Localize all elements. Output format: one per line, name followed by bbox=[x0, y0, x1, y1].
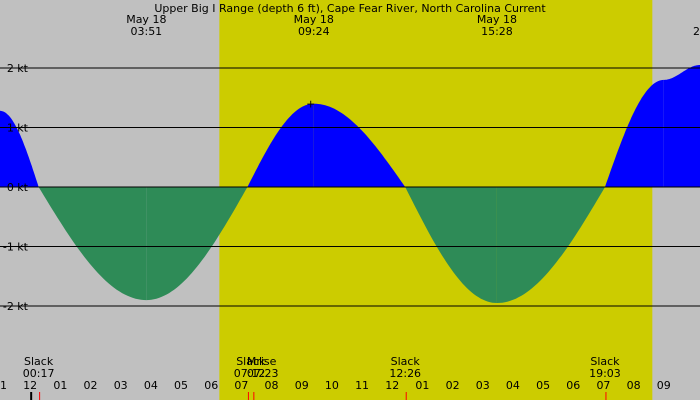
top-event-time: 03:51 bbox=[130, 25, 162, 38]
x-hour-label: 06 bbox=[204, 379, 218, 392]
y-gridlines bbox=[0, 67, 700, 307]
y-tick-label: 1 kt bbox=[7, 122, 29, 135]
x-hour-label: 07 bbox=[234, 379, 248, 392]
x-hour-label: 09 bbox=[295, 379, 309, 392]
bottom-event-time: 07:23 bbox=[247, 367, 279, 380]
x-hour-label: 02 bbox=[84, 379, 98, 392]
event-markers bbox=[30, 392, 607, 400]
x-hour-label: 07 bbox=[596, 379, 610, 392]
bottom-event-name: Mrise bbox=[247, 355, 277, 368]
x-hour-label: 12 bbox=[385, 379, 399, 392]
current-areas bbox=[0, 65, 700, 303]
x-hour-label: 02 bbox=[446, 379, 460, 392]
bottom-event-labels: Slack00:17Slack07:12Mrise07:23Slack12:26… bbox=[23, 355, 621, 380]
x-hour-label: 04 bbox=[144, 379, 158, 392]
top-event-date: May 18 bbox=[294, 13, 334, 26]
top-event-date: May 18 bbox=[477, 13, 517, 26]
x-hour-label: 03 bbox=[476, 379, 490, 392]
ebb-area bbox=[496, 187, 605, 303]
x-hour-label: 01 bbox=[415, 379, 429, 392]
y-tick-labels: 2 kt 1 kt 0 kt -1 kt -2 kt bbox=[3, 62, 29, 313]
bottom-event-time: 12:26 bbox=[389, 367, 421, 380]
flood-area bbox=[313, 103, 406, 187]
ebb-area bbox=[146, 187, 248, 301]
x-hour-label: 10 bbox=[325, 379, 339, 392]
ebb-area bbox=[405, 187, 497, 303]
flood-area bbox=[605, 79, 664, 187]
x-hour-label: 11 bbox=[355, 379, 369, 392]
bottom-event-time: 19:03 bbox=[589, 367, 621, 380]
flood-area bbox=[247, 103, 314, 187]
bottom-event-name: Slack bbox=[236, 355, 266, 368]
y-tick-label: 2 kt bbox=[7, 62, 29, 75]
x-hour-label: 04 bbox=[506, 379, 520, 392]
peak-marker: + bbox=[306, 98, 315, 111]
bottom-event-name: Slack bbox=[24, 355, 54, 368]
bottom-event-name: Slack bbox=[590, 355, 620, 368]
x-hour-label: 12 bbox=[23, 379, 37, 392]
x-hour-labels: 11 12 01 02 03 04 05 06 07 08 09 10 11 12 01 02 03 04 05 06… bbox=[0, 379, 671, 392]
x-hour-label: 05 bbox=[536, 379, 550, 392]
x-hour-label: 06 bbox=[566, 379, 580, 392]
y-tick-label: -1 kt bbox=[3, 241, 29, 254]
top-event-time: 15:28 bbox=[481, 25, 513, 38]
y-tick-label: 0 kt bbox=[7, 181, 29, 194]
bottom-event-time: 07:12 bbox=[234, 367, 266, 380]
x-hour-label: 09 bbox=[657, 379, 671, 392]
bottom-event-name: Slack bbox=[391, 355, 421, 368]
top-event-time: 09:24 bbox=[298, 25, 330, 38]
x-hour-label: 03 bbox=[114, 379, 128, 392]
bottom-event-time: 00:17 bbox=[23, 367, 55, 380]
x-hour-label: 11 bbox=[0, 379, 7, 392]
x-hour-label: 08 bbox=[627, 379, 641, 392]
x-hour-label: 08 bbox=[265, 379, 279, 392]
x-hour-label: 05 bbox=[174, 379, 188, 392]
chart-title: Upper Big I Range (depth 6 ft), Cape Fea… bbox=[154, 2, 546, 15]
top-event-date: May 18 bbox=[126, 13, 166, 26]
ebb-area bbox=[38, 187, 147, 301]
flood-area bbox=[0, 110, 39, 187]
top-event-time: 21 bbox=[693, 25, 700, 38]
y-tick-label: -2 kt bbox=[3, 300, 29, 313]
x-hour-label: 01 bbox=[53, 379, 67, 392]
flood-area bbox=[663, 65, 700, 187]
